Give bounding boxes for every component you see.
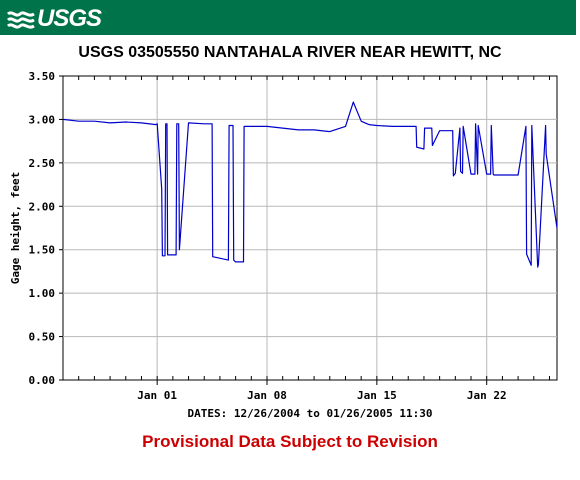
grid-lines <box>63 76 557 380</box>
usgs-logo[interactable]: USGS <box>7 5 102 32</box>
usgs-logo-text: USGS <box>37 5 102 32</box>
y-tick-label: 3.00 <box>29 113 56 126</box>
provisional-notice: Provisional Data Subject to Revision <box>142 432 438 451</box>
series-layer <box>62 101 558 268</box>
plot-frame <box>62 75 558 381</box>
y-tick-label: 1.50 <box>29 244 56 257</box>
usgs-banner: USGS <box>0 0 576 35</box>
x-tick-label: Jan 08 <box>247 389 287 402</box>
y-tick-label: 2.00 <box>29 200 56 213</box>
x-tick-label: Jan 15 <box>357 389 397 402</box>
y-tick-label: 3.50 <box>29 70 56 83</box>
axis-labels: 0.00 0.50 1.00 1.50 2.00 2.50 3.00 3.50 Jan 01 Ja… <box>29 70 507 402</box>
x-tick-label: Jan 01 <box>137 389 177 402</box>
y-axis-label: Gage height, feet <box>9 172 22 285</box>
x-axis-label: DATES: 12/26/2004 to 01/26/2005 11:30 <box>187 407 432 420</box>
chart-title: USGS 03505550 NANTAHALA RIVER NEAR HEWIT… <box>78 44 502 61</box>
y-tick-label: 0.50 <box>29 331 56 344</box>
y-tick-label: 1.00 <box>29 287 56 300</box>
y-tick-label: 2.50 <box>29 157 56 170</box>
gage-height-series-line <box>62 101 558 268</box>
y-tick-label: 0.00 <box>29 374 56 387</box>
x-tick-label: Jan 22 <box>467 389 507 402</box>
usgs-wave-icon <box>7 7 35 31</box>
axis-ticks <box>59 75 550 385</box>
